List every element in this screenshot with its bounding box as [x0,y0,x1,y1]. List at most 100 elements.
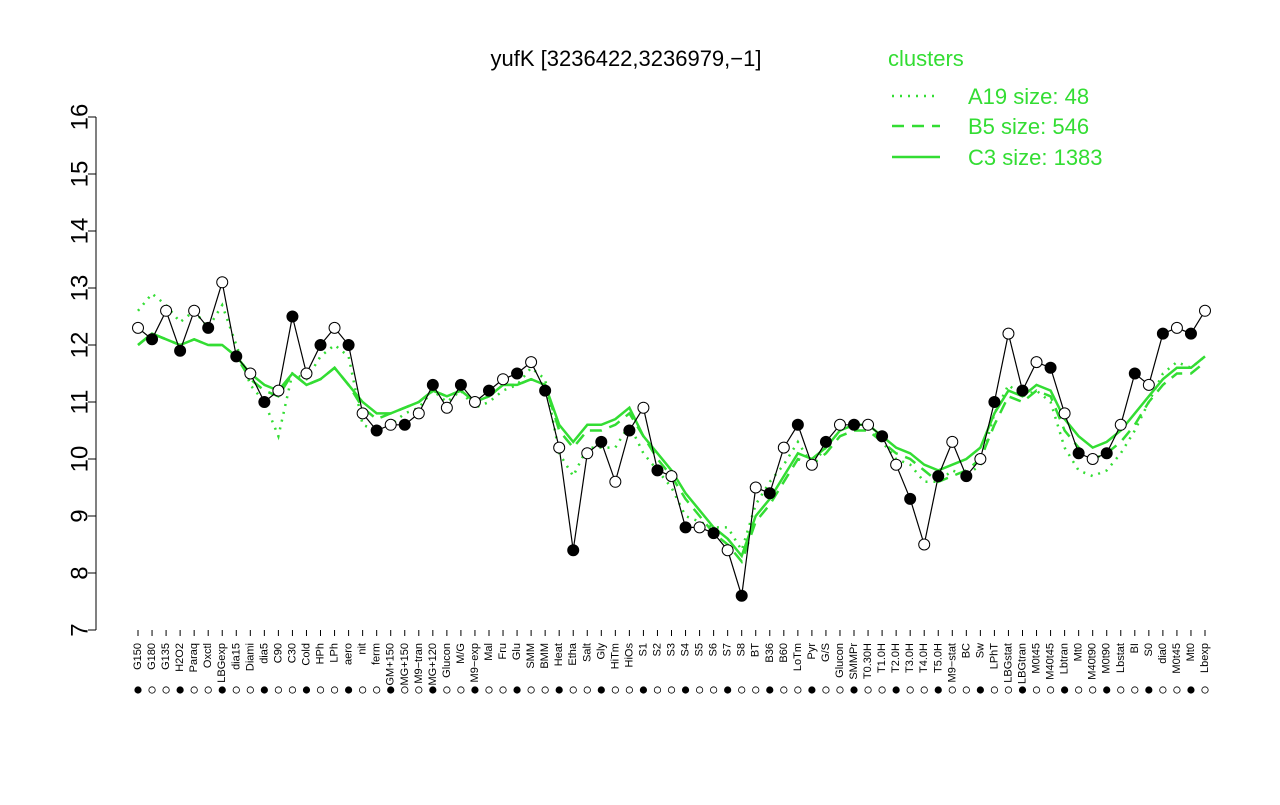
observed-point-33 [595,435,608,448]
x-tick-label-54: T2.0H [890,643,902,673]
rug-marker-12 [302,686,311,694]
observed-point-56 [918,538,931,551]
x-tick-label-8: Diami [244,643,256,671]
rug-marker-48 [808,686,816,694]
rug-marker-59 [962,686,970,694]
x-tick-label-45: B36 [764,643,776,663]
x-tick-label-63: LBGtran [1016,643,1028,684]
observed-point-19 [398,418,411,431]
x-tick-label-67: Mt0 [1073,643,1085,661]
x-tick-label-44: BT [750,643,762,657]
observed-point-55 [904,492,917,505]
observed-point-69 [1100,447,1113,460]
rug-marker-40 [695,686,704,694]
rug-marker-61 [990,686,999,694]
observed-point-29 [539,384,552,397]
rug-marker-58 [948,686,956,694]
rug-marker-35 [625,686,633,694]
x-tick-label-4: Paraq [188,643,200,672]
x-tick-labels: G150 G180 G135 H2O2 Paraq Oxctl LBGexp dia15 Dia… [132,642,1211,694]
observed-layer [132,276,1211,602]
observed-point-42 [721,544,734,557]
rug-marker-4 [190,686,198,694]
legend-title: clusters [888,46,964,71]
observed-point-17 [370,424,383,437]
rug-marker-53 [878,686,886,694]
rug-marker-26 [499,686,507,694]
x-tick-label-10: C90 [272,643,284,663]
x-tick-label-47: LoTm [792,643,804,671]
x-tick-label-72: S0 [1143,643,1155,656]
x-tick-label-49: G/S [820,643,832,662]
rug-marker-1 [148,686,156,694]
rug-marker-46 [780,686,788,694]
x-tick-label-65: M40t45 [1045,643,1057,680]
x-tick-label-55: T3.0H [904,643,916,673]
observed-point-0 [132,321,144,334]
y-tick-label-8: 8 [67,566,94,579]
y-tick-label-11: 11 [67,390,94,415]
observed-point-50 [833,418,846,431]
x-tick-label-20: M9−tran [413,643,425,684]
x-tick-label-76: Lbexp [1199,643,1211,673]
rug-marker-64 [1032,686,1041,694]
legend-label-2: C3 size: 1383 [968,145,1103,170]
rug-marker-42 [724,686,732,694]
observed-point-15 [342,339,355,351]
rug-marker-65 [1046,686,1055,694]
rug-marker-8 [246,686,254,694]
x-tick-label-0: G150 [132,643,144,670]
y-tick-label-12: 12 [67,332,94,359]
observed-point-34 [609,475,622,488]
x-tick-label-24: M9−exp [469,643,481,682]
observed-point-63 [1016,384,1029,397]
observed-point-49 [819,435,832,448]
x-tick-label-15: aero [343,643,355,665]
legend-label-0: A19 size: 48 [968,84,1089,109]
observed-point-60 [974,453,987,465]
rug-marker-34 [611,686,619,694]
observed-point-4 [188,304,201,317]
rug-marker-69 [1103,686,1111,694]
rug-marker-14 [330,686,339,694]
rug-marker-31 [569,686,577,694]
x-tick-label-11: C30 [286,643,298,663]
x-tick-label-1: G180 [146,643,158,670]
observed-point-11 [286,310,299,323]
x-tick-label-74: M0t45 [1171,643,1183,674]
rug-marker-13 [316,686,325,694]
x-tick-label-62: LBGstat [1002,643,1014,683]
x-tick-label-46: B60 [778,643,790,663]
x-tick-label-16: nit [357,643,369,655]
x-tick-label-23: M/G [455,643,467,664]
rug-marker-19 [401,686,409,694]
x-tick-label-71: BI [1129,643,1141,653]
observed-point-27 [511,367,524,380]
rug-marker-66 [1061,686,1069,694]
rug-marker-39 [681,686,690,694]
x-tick-label-38: S3 [666,643,678,656]
x-tick-label-61: LPhT [988,643,1000,670]
rug-marker-30 [555,686,563,694]
rug-marker-15 [344,686,353,694]
observed-point-67 [1072,447,1085,460]
x-tick-label-70: Lbstat [1115,643,1127,673]
x-tick-label-41: S6 [708,643,720,656]
x-tick-label-43: S8 [736,643,748,656]
rug-marker-38 [667,686,676,694]
observed-point-23 [454,378,467,391]
rug-marker-76 [1201,686,1209,694]
rug-marker-29 [541,686,549,694]
x-tick-label-5: Oxctl [202,643,214,668]
rug-marker-75 [1187,686,1195,694]
x-tick-label-34: HiTm [609,643,621,669]
y-tick-label-10: 10 [67,446,94,473]
x-tick-label-64: M0t45 [1031,643,1043,674]
rug-marker-22 [443,686,451,694]
y-tick-label-7: 7 [67,623,94,636]
observed-point-36 [637,401,650,414]
rug-marker-51 [850,686,858,694]
x-tick-label-6: LBGexp [216,643,228,683]
observed-point-70 [1114,418,1127,431]
